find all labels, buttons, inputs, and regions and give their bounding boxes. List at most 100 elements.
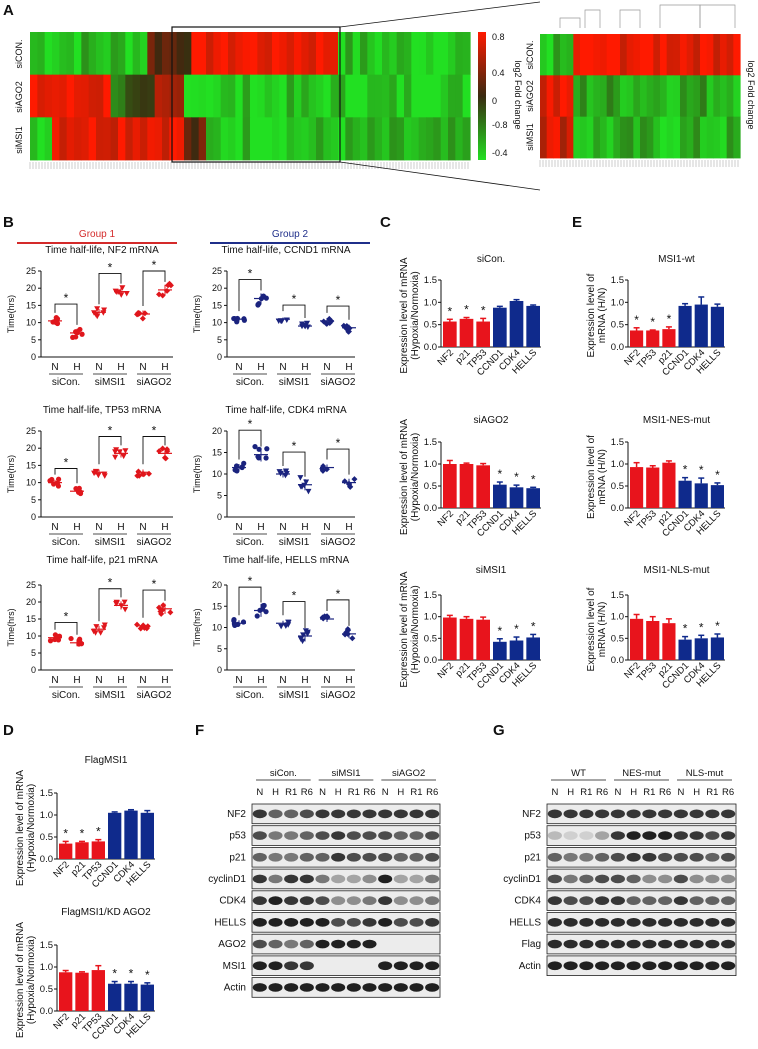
heatmap-main-cell — [59, 32, 68, 76]
heatmap-main-cell — [264, 74, 273, 118]
y-tick-label: 1.5 — [611, 437, 624, 448]
heatmap-main-cell — [132, 74, 141, 118]
blot-g-strip — [546, 955, 737, 977]
bar-chart-e-title: MSI1-wt — [658, 254, 695, 265]
bar — [694, 304, 708, 347]
heatmap-main-cell — [198, 74, 207, 118]
blot-g-row-label: Actin — [519, 961, 541, 972]
y-tick-label: 0.5 — [424, 481, 437, 492]
blot-g-group-label: NES-mut — [622, 768, 661, 779]
bar-chart-d-title: FlagMSI1 — [85, 755, 128, 766]
blot-f-band — [252, 896, 267, 905]
significance-star: * — [514, 622, 519, 636]
blot-g-band — [626, 852, 641, 862]
blot-f-band — [346, 939, 361, 949]
heatmap-main-cell — [162, 117, 170, 161]
significance-bracket — [54, 621, 78, 635]
dendrogram-branch — [699, 4, 736, 28]
blot-g-band — [721, 939, 736, 949]
blot-f-strip — [251, 912, 441, 933]
data-point — [94, 306, 101, 312]
heatmap-main-cell — [125, 74, 134, 118]
heatmap-zoom-cell — [720, 34, 728, 76]
bar — [526, 305, 540, 347]
x-tick-label: H — [117, 675, 124, 686]
scatter-y-label: Time(hrs) — [192, 295, 202, 333]
data-point — [70, 334, 76, 340]
blot-g-group-label: NLS-mut — [686, 768, 724, 779]
blot-g-band — [721, 918, 736, 927]
bar — [526, 637, 540, 660]
bar — [630, 467, 644, 508]
blot-f-lane-label: R1 — [410, 787, 422, 798]
heatmap-zoom-cell — [546, 75, 554, 118]
blot-f-band — [315, 918, 330, 927]
heatmap-zoom-cell — [566, 34, 574, 76]
heatmap-main-cell — [448, 74, 456, 118]
blot-g-band — [563, 831, 578, 840]
data-point — [282, 468, 289, 475]
blot-g-lane-label: N — [677, 787, 684, 798]
x-tick-label: N — [51, 522, 58, 533]
x-tick-label: N — [95, 522, 102, 533]
heatmap-zoom-cell — [580, 75, 588, 118]
x-group-label: siMSI1 — [279, 377, 310, 388]
significance-star: * — [108, 576, 113, 590]
heatmap-main-cell — [118, 74, 126, 118]
y-tick-label: 0 — [217, 352, 222, 362]
x-group-label: siAGO2 — [136, 377, 171, 388]
data-point — [256, 446, 262, 452]
heatmap-zoom-cell — [693, 75, 701, 118]
heatmap-main-cell — [308, 74, 317, 118]
blot-f-strip — [251, 847, 441, 868]
heatmap-zoom-cell — [713, 34, 721, 76]
heatmap-main-cell — [433, 74, 442, 118]
significance-star: * — [63, 826, 68, 840]
heatmap-zoom-cell — [653, 75, 661, 118]
blot-f-row-label: CDK4 — [219, 896, 246, 907]
heatmap-zoom-cell — [560, 75, 568, 118]
bar — [75, 842, 89, 859]
y-tick-label: 5 — [217, 335, 222, 345]
bar — [710, 306, 724, 347]
heatmap-zoom-cell — [726, 116, 734, 159]
blot-f-band — [425, 852, 440, 862]
heatmap-zoom-cell — [673, 116, 681, 159]
blot-g-band — [658, 874, 673, 884]
y-tick-label: 0.5 — [611, 633, 624, 644]
heatmap-main-cell — [250, 117, 258, 161]
blot-f-band — [425, 918, 440, 927]
blot-f-band — [284, 896, 299, 905]
heatmap-main-cell — [374, 117, 383, 161]
heatmap-main-cell — [191, 74, 200, 118]
heatmap-main-cell — [279, 74, 288, 118]
heatmap-main-cell — [257, 32, 266, 76]
heatmap-main-cell — [206, 117, 214, 161]
heatmap-zoom-cell — [666, 116, 674, 159]
heatmap-main-cell — [316, 117, 324, 161]
panel-label-b: B — [3, 214, 14, 231]
data-point — [112, 449, 119, 455]
bar-chart-d-y-label: (Hypoxia/Normoxia) — [26, 936, 37, 1024]
heatmap-main-cell — [132, 117, 141, 161]
blot-f-lane-label: N — [319, 787, 326, 798]
y-tick-label: 0.0 — [424, 655, 437, 666]
bar — [91, 970, 105, 1011]
significance-star: * — [112, 967, 117, 981]
colorbar-tick-label: -0.8 — [492, 120, 508, 130]
heatmap-main-cell — [206, 32, 214, 76]
y-tick-label: 15 — [26, 460, 36, 470]
data-point — [101, 471, 108, 478]
bar-chart-c-title: siMSI1 — [476, 565, 507, 576]
significance-star: * — [683, 463, 688, 477]
y-tick-label: 0.0 — [424, 503, 437, 514]
heatmap-zoom-cell — [540, 116, 548, 159]
dendrogram-branch — [659, 4, 701, 28]
heatmap-main-cell — [220, 74, 229, 118]
bar-chart-c-title: siAGO2 — [473, 415, 508, 426]
significance-star: * — [531, 619, 536, 633]
blot-g-band — [579, 874, 594, 884]
heatmap-zoom-cell — [733, 75, 741, 118]
panel-label-a: A — [3, 2, 14, 19]
blot-g-band — [689, 852, 704, 862]
